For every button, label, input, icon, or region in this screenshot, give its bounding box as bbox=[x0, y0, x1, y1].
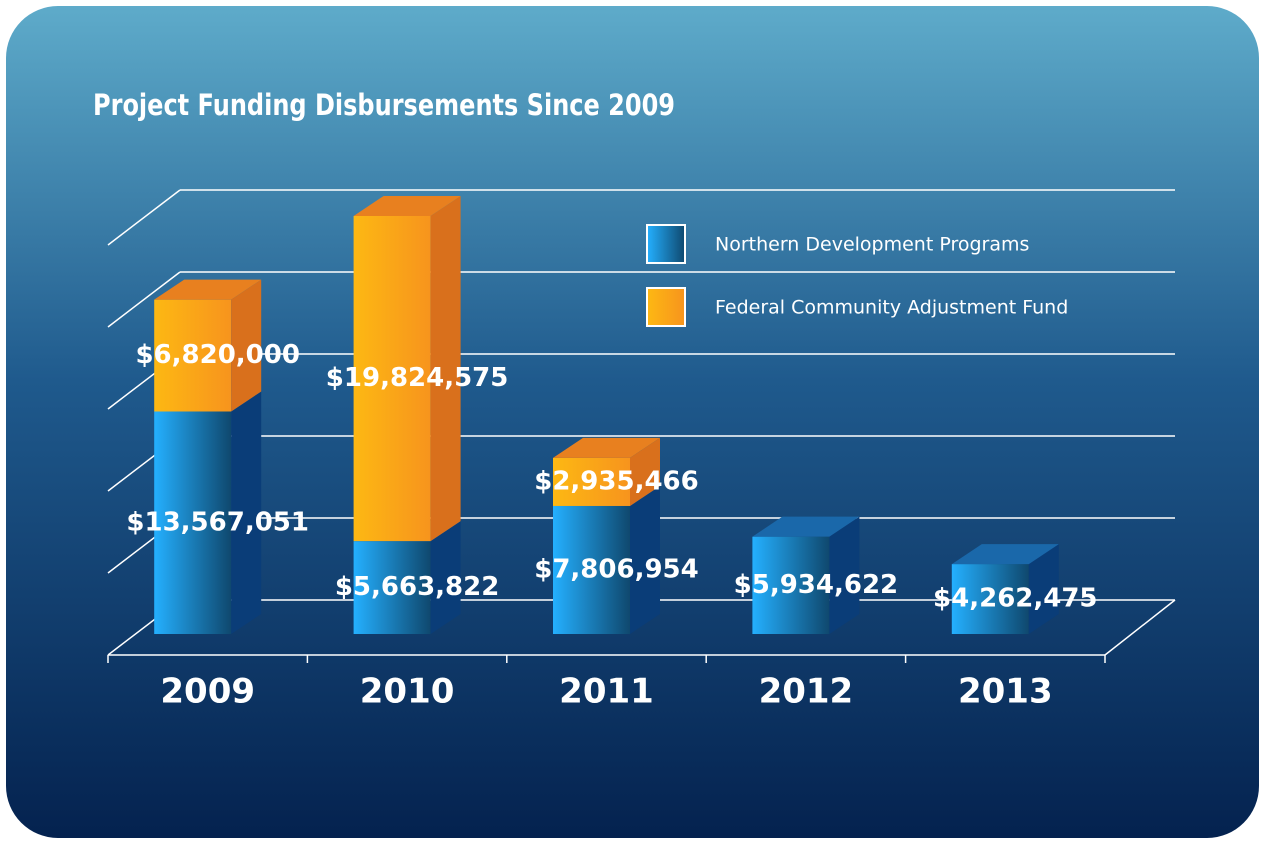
data-label: $4,262,475 bbox=[933, 584, 1097, 614]
bar-top bbox=[353, 195, 461, 216]
bar-side bbox=[630, 437, 660, 506]
grid-line bbox=[107, 271, 181, 328]
bar bbox=[154, 299, 232, 412]
legend-swatch bbox=[646, 224, 686, 264]
bar-top bbox=[752, 516, 860, 537]
x-tick-label: 2011 bbox=[559, 672, 654, 712]
bar-side bbox=[231, 279, 262, 412]
bar bbox=[553, 505, 630, 634]
bar bbox=[553, 457, 630, 506]
x-tick-label: 2013 bbox=[958, 672, 1053, 712]
data-label: $19,824,575 bbox=[326, 363, 509, 393]
bar-side bbox=[430, 195, 461, 542]
bar bbox=[353, 541, 431, 634]
legend-label: Federal Community Adjustment Fund bbox=[715, 297, 1068, 319]
data-label: $2,935,466 bbox=[534, 466, 698, 496]
data-label: $13,567,051 bbox=[126, 507, 309, 537]
data-label: $5,663,822 bbox=[335, 572, 499, 602]
bar-top bbox=[154, 279, 262, 300]
bar bbox=[951, 564, 1029, 634]
data-label: $5,934,622 bbox=[734, 570, 898, 600]
floor-edge bbox=[1104, 599, 1176, 656]
bar bbox=[353, 215, 431, 542]
bar-side bbox=[430, 521, 461, 634]
panel bbox=[6, 6, 1259, 838]
legend-swatch bbox=[646, 287, 686, 327]
bar-side bbox=[630, 485, 660, 634]
data-label: $6,820,000 bbox=[135, 340, 299, 370]
grid-line bbox=[107, 189, 181, 246]
legend-label: Northern Development Programs bbox=[715, 234, 1029, 256]
data-label: $7,806,954 bbox=[534, 554, 698, 584]
bar-side bbox=[829, 516, 860, 634]
bar bbox=[154, 411, 232, 634]
bar-top bbox=[553, 437, 660, 458]
bar-side bbox=[231, 391, 262, 634]
x-tick-label: 2012 bbox=[759, 672, 854, 712]
bar-side bbox=[1028, 544, 1059, 634]
bar-top bbox=[951, 544, 1059, 565]
x-tick-label: 2009 bbox=[160, 672, 255, 712]
bar bbox=[752, 536, 830, 634]
x-tick-label: 2010 bbox=[360, 672, 455, 712]
chart-title: Project Funding Disbursements Since 2009 bbox=[93, 88, 675, 122]
